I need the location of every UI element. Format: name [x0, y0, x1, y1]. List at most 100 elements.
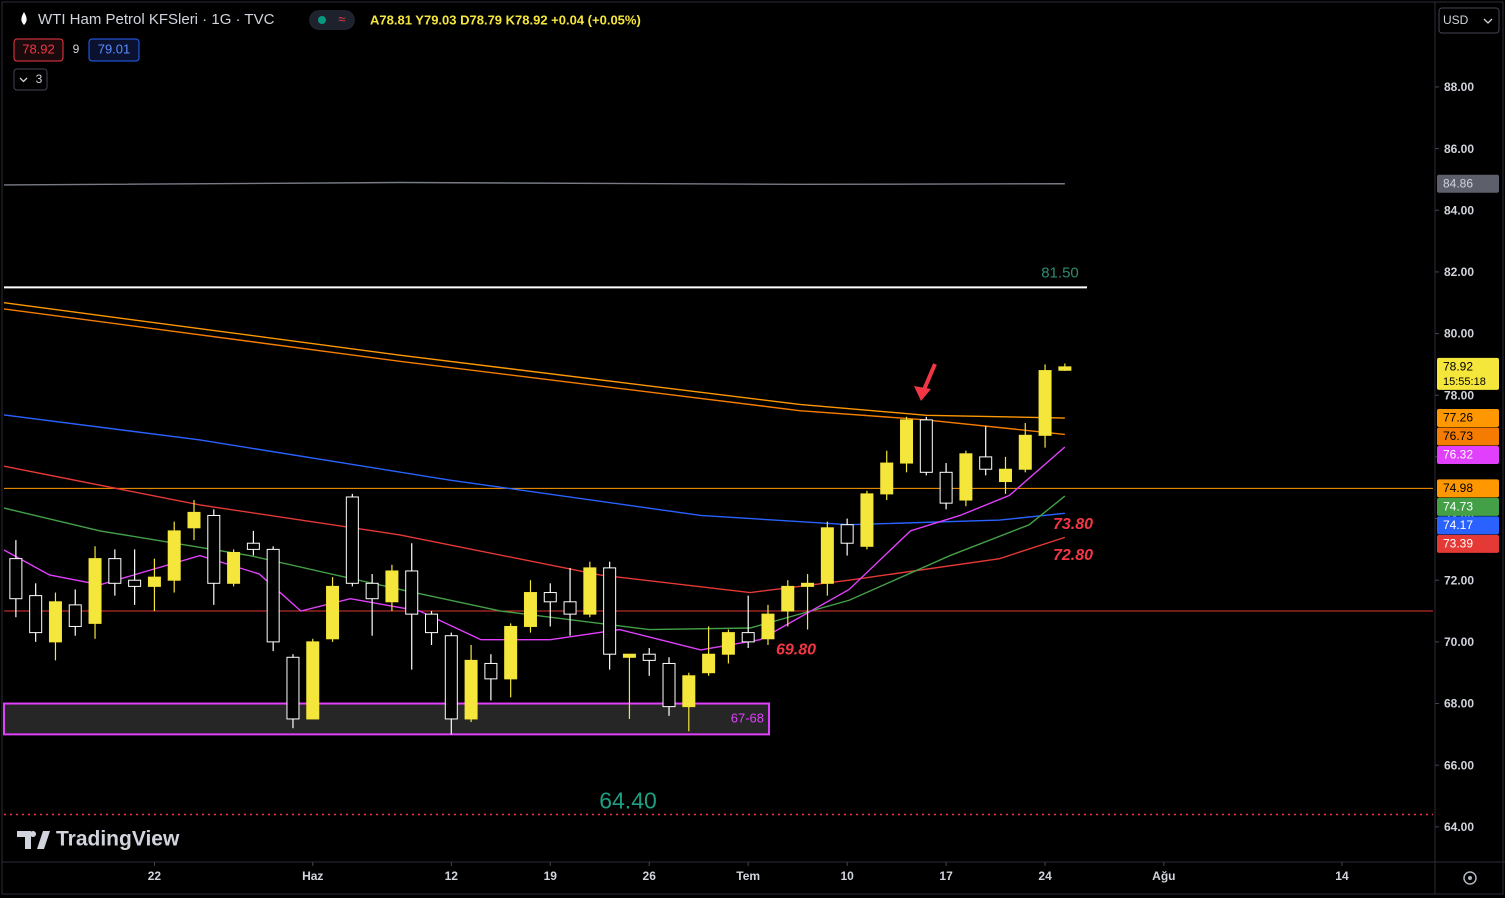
candle-body [405, 570, 419, 615]
annotation: 73.80 [1053, 516, 1093, 533]
x-tick-label: 22 [148, 869, 162, 883]
annotation-arrow [914, 363, 937, 401]
candle-body [702, 653, 716, 674]
annotation: 72.80 [1053, 547, 1093, 564]
candle-body [721, 632, 735, 655]
price-badge [1437, 357, 1499, 390]
indicator-count: 3 [36, 72, 43, 86]
moving-average [3, 414, 1065, 526]
candle-body [9, 558, 23, 600]
candle-body [147, 576, 161, 587]
candle-body [840, 524, 854, 544]
y-tick-label: 70.00 [1444, 635, 1474, 649]
moving-average [3, 495, 1066, 631]
logo: TradingView [17, 828, 180, 851]
moving-average [3, 302, 1065, 419]
candle-body [662, 662, 676, 708]
price-badge [1437, 497, 1499, 516]
x-tick-label: 10 [840, 869, 854, 883]
sell-price: 78.92 [22, 41, 55, 56]
price-badge-label: 76.73 [1443, 429, 1473, 443]
arrow-shaft [921, 363, 937, 393]
candle-body [286, 656, 300, 720]
y-tick-label: 66.00 [1444, 758, 1474, 772]
candle-body [801, 582, 815, 587]
candle-body [29, 595, 43, 634]
candle-body [998, 468, 1012, 483]
price-badge-label: 84.86 [1443, 176, 1473, 190]
price-badge [1437, 516, 1499, 535]
candle-body [741, 632, 755, 643]
y-tick-label: 88.00 [1444, 80, 1474, 94]
candle-body [128, 579, 142, 587]
gear [1463, 871, 1477, 885]
candle-body [444, 635, 458, 720]
chart-title: WTI Ham Petrol KFSleri · 1G · TVC [38, 11, 275, 28]
candle-body [1058, 366, 1072, 371]
y-tick-label: 86.00 [1444, 142, 1474, 156]
price-badge-label: 78.92 [1443, 360, 1473, 374]
indicator-toggle[interactable] [13, 68, 48, 91]
price-badge [1437, 174, 1499, 193]
candle-body [860, 493, 874, 547]
buy-button[interactable] [88, 38, 140, 62]
moving-average [3, 465, 1066, 594]
sell-button[interactable] [13, 38, 64, 62]
candle-body [326, 585, 340, 640]
ohlc-text: A78.81 Y79.03 D78.79 K78.92 +0.04 (+0.05… [370, 12, 641, 27]
y-tick-label: 68.00 [1444, 697, 1474, 711]
range-box-label: 67-68 [731, 710, 764, 725]
annotation: 81.50 [1041, 264, 1079, 281]
price-badge-label: 76.32 [1443, 448, 1473, 462]
x-tick-label: Haz [302, 869, 323, 883]
logo-mark [17, 830, 50, 849]
candle-body [603, 567, 617, 655]
moving-average [3, 181, 1065, 186]
candle-body [504, 625, 518, 680]
range-box [3, 702, 770, 736]
candle-body [682, 675, 696, 708]
candle-body [563, 601, 577, 615]
candle-body [919, 419, 933, 473]
currency-select[interactable] [1438, 7, 1500, 34]
price-badge-label: 73.39 [1443, 537, 1473, 551]
status-pill[interactable] [309, 10, 355, 30]
buy-price: 79.01 [98, 41, 131, 56]
candle-body [959, 453, 973, 501]
spread: 9 [73, 42, 80, 56]
candle-body [266, 548, 280, 643]
annotation: 69.80 [776, 641, 816, 658]
candle-body [979, 456, 993, 470]
x-tick-label: 14 [1335, 869, 1349, 883]
candle-body [1018, 434, 1032, 470]
watermark: TradingView [56, 828, 180, 851]
gear-center [1468, 876, 1472, 880]
chevron [1483, 18, 1493, 24]
status-dot [318, 16, 326, 24]
candle-body [246, 542, 260, 550]
price-badge-label: 74.73 [1443, 500, 1473, 514]
x-tick-label: 24 [1038, 869, 1052, 883]
y-tick-label: 80.00 [1444, 327, 1474, 341]
candle-body [820, 527, 834, 584]
plot: 67-68 81.50 73.80 72.80 69.80 64.40 [3, 181, 1433, 816]
candle-body [523, 592, 537, 627]
y-tick-label: 78.00 [1444, 388, 1474, 402]
candle-body [167, 530, 181, 581]
y-tick-label: 64.00 [1444, 820, 1474, 834]
price-badge [1437, 534, 1499, 553]
arrow-head [914, 386, 931, 401]
candle-body [187, 511, 201, 529]
candle-body [642, 653, 656, 661]
price-badge [1437, 479, 1499, 498]
settings-icon[interactable] [1463, 871, 1477, 885]
candle-body [1038, 370, 1052, 436]
annotation: 64.40 [599, 788, 657, 814]
candle-body [939, 471, 953, 504]
candle-body [306, 641, 320, 720]
x-tick-label: 26 [643, 869, 657, 883]
status-icon: ≈ [338, 11, 345, 26]
candle-body [48, 601, 62, 643]
candle-body [425, 613, 439, 634]
